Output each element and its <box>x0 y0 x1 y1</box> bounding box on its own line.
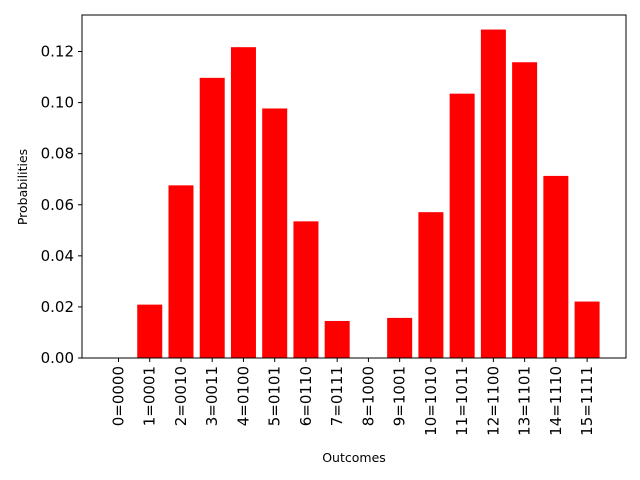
x-tick-label: 5=0101 <box>266 366 284 426</box>
x-tick-label: 14=1110 <box>547 366 565 436</box>
bar-14=1110 <box>543 175 569 358</box>
bar-3=0011 <box>199 77 225 358</box>
x-axis-label: Outcomes <box>322 450 386 465</box>
y-axis-label: Probabilities <box>15 149 30 225</box>
bar-7=0111 <box>324 320 350 358</box>
x-tick-label: 10=1010 <box>422 366 440 436</box>
y-tick-label: 0.04 <box>41 247 74 265</box>
bar-11=1011 <box>449 93 475 358</box>
bar-9=1001 <box>387 317 413 358</box>
bar-13=1101 <box>512 62 538 358</box>
y-tick-label: 0.00 <box>41 349 74 367</box>
x-tick-label: 0=0000 <box>110 366 128 426</box>
bar-1=0001 <box>137 304 163 358</box>
x-tick-label: 11=1011 <box>453 366 471 436</box>
x-tick-label: 3=0011 <box>203 366 221 426</box>
y-tick-label: 0.06 <box>41 196 74 214</box>
x-tick-label: 15=1111 <box>578 366 596 436</box>
bars <box>137 29 600 359</box>
x-tick-label: 13=1101 <box>516 366 534 436</box>
x-tick-label: 9=1001 <box>391 366 409 426</box>
x-tick-label: 2=0010 <box>172 366 190 426</box>
x-tick-label: 4=0100 <box>234 366 252 426</box>
plot-frame <box>81 14 627 359</box>
bar-5=0101 <box>262 108 288 358</box>
bar-12=1100 <box>480 29 506 359</box>
y-tick-label: 0.02 <box>41 298 74 316</box>
x-axis-ticks: 0=0000 1=0001 2=0010 3=0011 4=0100 5=0101 6=01… <box>110 358 596 436</box>
y-tick-label: 0.12 <box>41 43 74 61</box>
bar-10=1010 <box>418 212 444 358</box>
x-tick-label: 1=0001 <box>141 366 159 426</box>
bar-4=0100 <box>230 47 256 359</box>
bar-6=0110 <box>293 221 319 358</box>
y-tick-label: 0.10 <box>41 94 74 112</box>
x-tick-label: 7=0111 <box>328 366 346 426</box>
x-tick-label: 6=0110 <box>297 366 315 426</box>
y-axis-ticks: 0.00 0.02 0.04 0.06 0.08 0.10 0.12 <box>41 43 82 367</box>
y-tick-label: 0.08 <box>41 145 74 163</box>
bar-2=0010 <box>168 185 194 358</box>
x-tick-label: 8=1000 <box>359 366 377 426</box>
bar-15=1111 <box>574 301 600 358</box>
x-tick-label: 12=1100 <box>484 366 502 436</box>
